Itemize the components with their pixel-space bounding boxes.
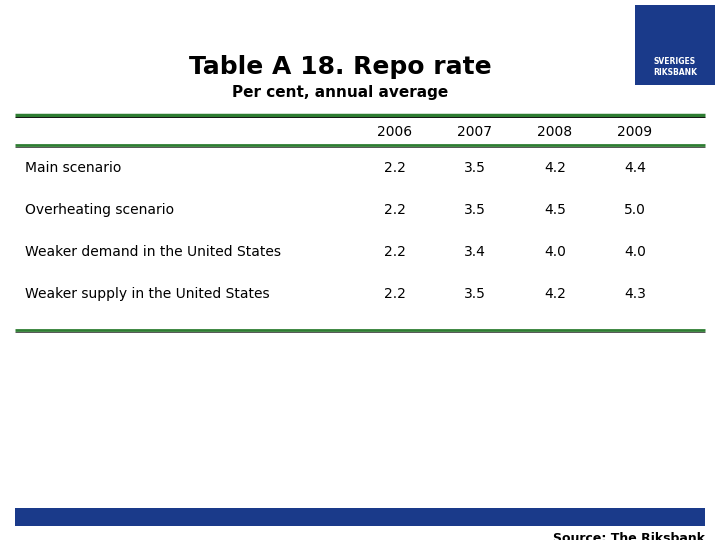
Text: 3.5: 3.5 bbox=[464, 203, 486, 217]
Text: Overheating scenario: Overheating scenario bbox=[25, 203, 174, 217]
Text: 4.3: 4.3 bbox=[624, 287, 646, 301]
Text: 4.4: 4.4 bbox=[624, 161, 646, 175]
Bar bbox=[15, 508, 705, 526]
Text: 2.2: 2.2 bbox=[384, 287, 406, 301]
Text: 3.4: 3.4 bbox=[464, 245, 486, 259]
Text: 2.2: 2.2 bbox=[384, 245, 406, 259]
Text: SVERIGES
RIKSBANK: SVERIGES RIKSBANK bbox=[653, 57, 697, 77]
Text: 3.5: 3.5 bbox=[464, 161, 486, 175]
Text: 2.2: 2.2 bbox=[384, 203, 406, 217]
Text: 4.5: 4.5 bbox=[544, 203, 566, 217]
Text: 4.2: 4.2 bbox=[544, 287, 566, 301]
Bar bbox=[635, 5, 715, 85]
Text: 3.5: 3.5 bbox=[464, 287, 486, 301]
Text: Source: The Riksbank: Source: The Riksbank bbox=[553, 532, 705, 540]
Text: 4.0: 4.0 bbox=[544, 245, 566, 259]
Text: Table A 18. Repo rate: Table A 18. Repo rate bbox=[189, 55, 491, 79]
Text: Per cent, annual average: Per cent, annual average bbox=[232, 85, 448, 100]
Text: 4.2: 4.2 bbox=[544, 161, 566, 175]
Text: 2007: 2007 bbox=[457, 125, 492, 139]
Text: Weaker supply in the United States: Weaker supply in the United States bbox=[25, 287, 269, 301]
Text: Main scenario: Main scenario bbox=[25, 161, 122, 175]
Text: 2008: 2008 bbox=[537, 125, 572, 139]
Text: 2.2: 2.2 bbox=[384, 161, 406, 175]
Text: 4.0: 4.0 bbox=[624, 245, 646, 259]
Text: 5.0: 5.0 bbox=[624, 203, 646, 217]
Text: 2006: 2006 bbox=[377, 125, 413, 139]
Text: 2009: 2009 bbox=[618, 125, 652, 139]
Text: Weaker demand in the United States: Weaker demand in the United States bbox=[25, 245, 281, 259]
